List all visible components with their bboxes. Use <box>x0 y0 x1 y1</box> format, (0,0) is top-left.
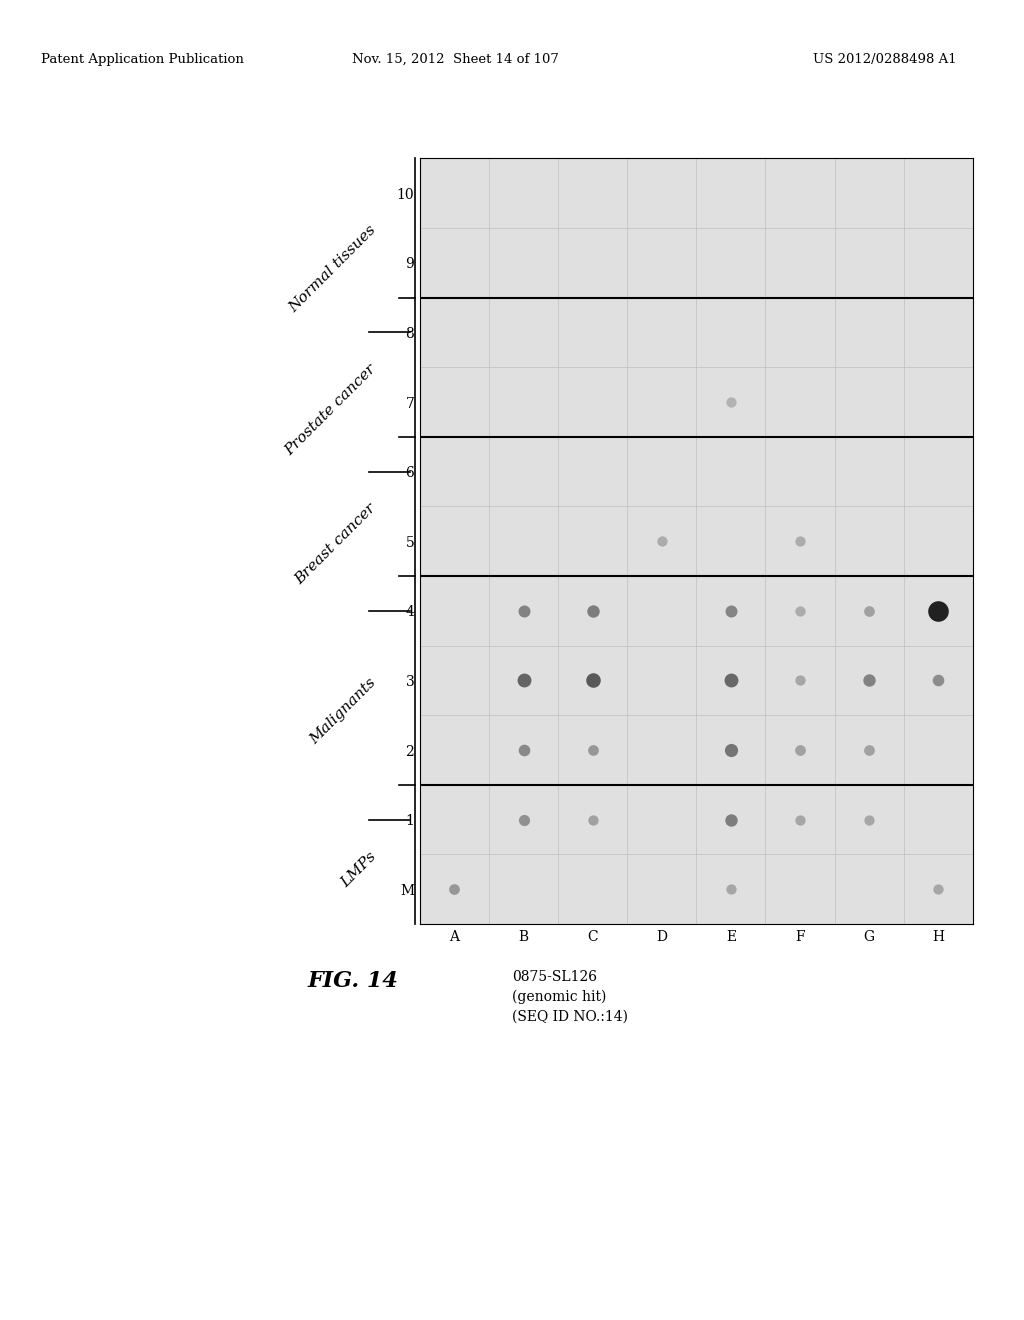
Point <box>446 879 463 900</box>
Text: Malignants: Malignants <box>307 676 379 747</box>
Text: 0875-SL126
(genomic hit)
(SEQ ID NO.:14): 0875-SL126 (genomic hit) (SEQ ID NO.:14) <box>512 970 628 1024</box>
Point <box>930 601 946 622</box>
Point <box>861 809 878 830</box>
Point <box>861 601 878 622</box>
Point <box>515 809 531 830</box>
Point <box>792 739 808 760</box>
Point <box>723 601 739 622</box>
Point <box>515 739 531 760</box>
Text: LMPs: LMPs <box>338 850 379 890</box>
Point <box>930 879 946 900</box>
Text: Breast cancer: Breast cancer <box>293 502 379 587</box>
Point <box>515 669 531 690</box>
Point <box>723 739 739 760</box>
Text: FIG. 14: FIG. 14 <box>307 970 398 993</box>
Point <box>515 601 531 622</box>
Point <box>585 739 601 760</box>
Point <box>585 669 601 690</box>
Point <box>585 809 601 830</box>
Text: Patent Application Publication: Patent Application Publication <box>41 53 244 66</box>
Text: US 2012/0288498 A1: US 2012/0288498 A1 <box>813 53 957 66</box>
Point <box>792 809 808 830</box>
Point <box>930 669 946 690</box>
Point <box>723 879 739 900</box>
Point <box>792 669 808 690</box>
Point <box>792 601 808 622</box>
Point <box>792 531 808 552</box>
Text: Nov. 15, 2012  Sheet 14 of 107: Nov. 15, 2012 Sheet 14 of 107 <box>352 53 559 66</box>
Point <box>585 601 601 622</box>
Text: Prostate cancer: Prostate cancer <box>283 362 379 458</box>
Point <box>723 809 739 830</box>
Point <box>861 669 878 690</box>
Point <box>723 392 739 413</box>
Text: Normal tissues: Normal tissues <box>287 223 379 315</box>
Point <box>861 739 878 760</box>
Point <box>723 669 739 690</box>
Point <box>653 531 670 552</box>
